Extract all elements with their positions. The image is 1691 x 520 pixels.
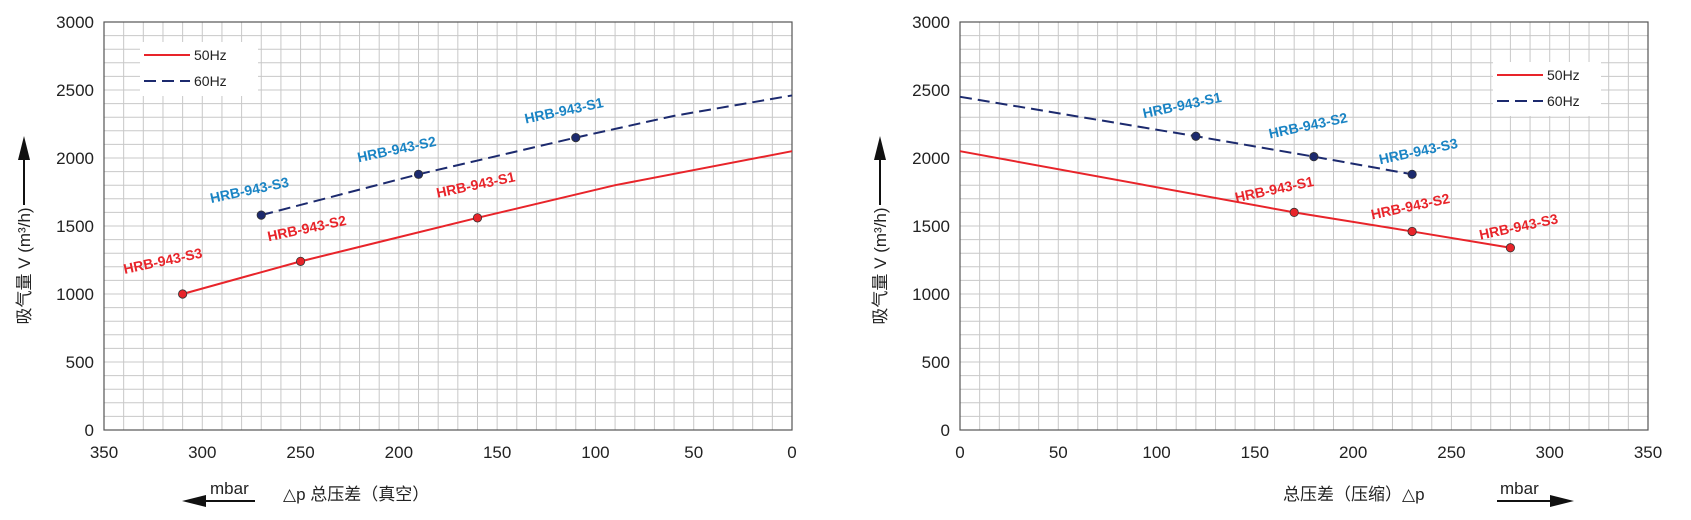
- x-tick-label: 0: [955, 443, 964, 462]
- x-tick-label: 150: [483, 443, 511, 462]
- plot-frame: [103, 21, 793, 431]
- y-tick-label: 0: [941, 421, 950, 440]
- point-label: HRB-943-S3: [1478, 210, 1560, 242]
- series-line-50Hz: [959, 150, 1511, 249]
- x-tick-label: 100: [1142, 443, 1170, 462]
- x-tick-label: 50: [1049, 443, 1068, 462]
- y-tick-label: 0: [85, 421, 94, 440]
- y-tick-label: 3000: [912, 13, 950, 32]
- data-point: [256, 210, 266, 220]
- x-unit-label: mbar: [1500, 479, 1539, 498]
- legend-label: 50Hz: [194, 47, 227, 63]
- x-tick-label: 100: [581, 443, 609, 462]
- x-axis-label: △p 总压差（真空）: [283, 485, 429, 504]
- legend-label: 50Hz: [1547, 67, 1580, 83]
- point-label: HRB-943-S1: [1141, 89, 1223, 121]
- x-axis-arrow-head: [1550, 495, 1574, 507]
- y-tick-label: 1500: [56, 217, 94, 236]
- y-tick-label: 1000: [56, 285, 94, 304]
- x-axis-arrow-head: [182, 495, 206, 507]
- data-point: [571, 133, 581, 143]
- point-label: HRB-943-S2: [1267, 109, 1349, 141]
- x-tick-label: 0: [787, 443, 796, 462]
- x-tick-label: 350: [90, 443, 118, 462]
- x-tick-label: 200: [1339, 443, 1367, 462]
- legend-label: 60Hz: [1547, 93, 1580, 109]
- y-axis-label: 吸气量 V (m³/h): [15, 207, 34, 324]
- y-tick-label: 2000: [912, 149, 950, 168]
- point-label: HRB-943-S1: [435, 168, 517, 200]
- x-tick-label: 150: [1241, 443, 1269, 462]
- x-tick-label: 300: [1536, 443, 1564, 462]
- vacuum-chart: 350 300 250 200 150 100 50 00500100015002000250…: [15, 13, 797, 507]
- y-axis-arrow-head: [874, 136, 886, 160]
- data-point: [413, 169, 424, 179]
- y-axis-label: 吸气量 V (m³/h): [871, 207, 890, 324]
- x-tick-label: 250: [1437, 443, 1465, 462]
- point-label: HRB-943-S3: [209, 174, 291, 206]
- y-tick-label: 500: [66, 353, 94, 372]
- series-line-50Hz: [182, 150, 793, 295]
- x-tick-label: 350: [1634, 443, 1662, 462]
- point-label: HRB-943-S2: [1369, 190, 1451, 222]
- legend-box: [140, 42, 258, 96]
- data-point: [1289, 207, 1299, 217]
- x-tick-label: 200: [385, 443, 413, 462]
- y-tick-label: 2500: [56, 81, 94, 100]
- data-point: [1407, 226, 1417, 237]
- legend-box: [1493, 62, 1601, 116]
- x-tick-label: 50: [684, 443, 703, 462]
- y-tick-label: 3000: [56, 13, 94, 32]
- x-axis-label: 总压差（压缩）△p: [1283, 485, 1425, 504]
- y-tick-label: 500: [922, 353, 950, 372]
- legend-label: 60Hz: [194, 73, 227, 89]
- y-tick-label: 2500: [912, 81, 950, 100]
- point-label: HRB-943-S2: [356, 133, 438, 165]
- x-tick-label: 300: [188, 443, 216, 462]
- compression-chart: 0 50 100 150 200 250 300 350 0 500 1000 1500 2000 250…: [871, 13, 1662, 507]
- x-tick-label: 250: [286, 443, 314, 462]
- y-tick-label: 1500: [912, 217, 950, 236]
- plot-frame: [959, 21, 1649, 431]
- data-point: [1191, 131, 1201, 141]
- x-unit-label: mbar: [210, 479, 249, 498]
- data-point: [1309, 152, 1319, 162]
- series-line-60Hz: [261, 94, 793, 217]
- data-point: [178, 289, 188, 299]
- y-axis-arrow-head: [18, 136, 30, 160]
- point-label: HRB-943-S3: [1377, 135, 1459, 167]
- y-tick-label: 2000: [56, 149, 94, 168]
- data-point: [472, 213, 483, 223]
- series-line-60Hz: [959, 95, 1413, 176]
- y-tick-label: 1000: [912, 285, 950, 304]
- data-point: [1407, 169, 1417, 179]
- data-point: [295, 256, 306, 266]
- point-label: HRB-943-S1: [523, 94, 605, 126]
- data-point: [1505, 243, 1516, 253]
